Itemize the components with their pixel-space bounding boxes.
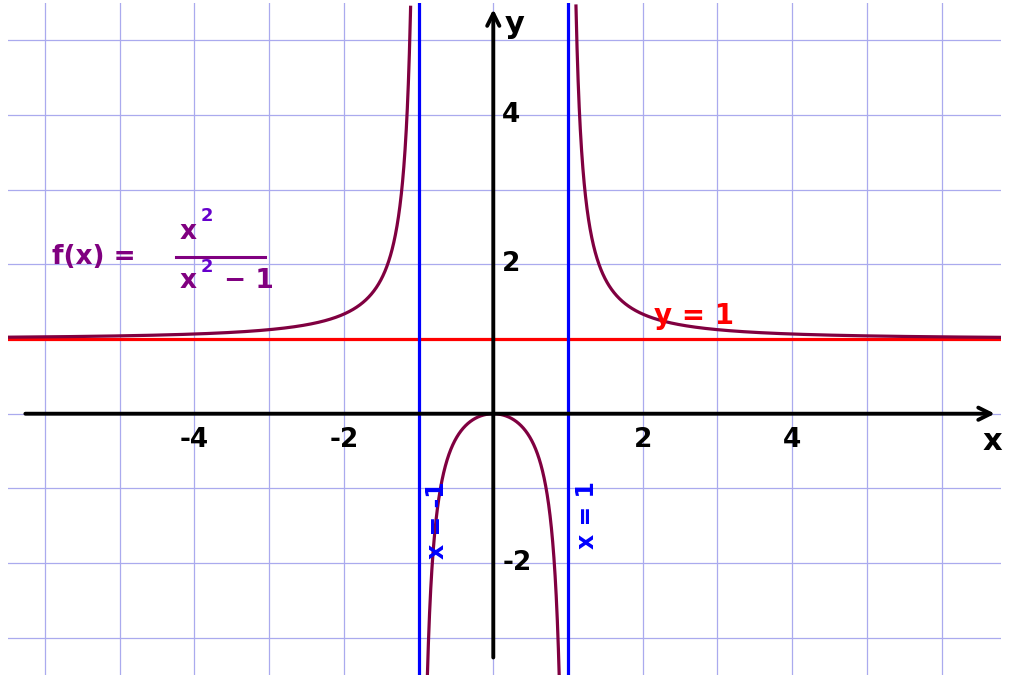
Text: 4: 4: [783, 427, 801, 453]
Text: f(x) =: f(x) =: [52, 244, 145, 270]
Text: 2: 2: [502, 252, 521, 277]
Text: x: x: [983, 427, 1002, 456]
Text: − 1: − 1: [215, 268, 274, 294]
Text: x = 1: x = 1: [575, 481, 598, 549]
Text: 2: 2: [634, 427, 652, 453]
Text: 2: 2: [201, 207, 213, 224]
Text: -4: -4: [180, 427, 209, 453]
Text: y: y: [504, 10, 525, 39]
Text: x = -1: x = -1: [426, 481, 449, 559]
Text: 2: 2: [201, 258, 213, 275]
Text: -2: -2: [502, 550, 532, 576]
Text: y = 1: y = 1: [654, 302, 734, 330]
Text: -2: -2: [329, 427, 358, 453]
Text: x: x: [180, 219, 197, 245]
Text: 4: 4: [502, 102, 521, 128]
Text: x: x: [180, 268, 197, 294]
